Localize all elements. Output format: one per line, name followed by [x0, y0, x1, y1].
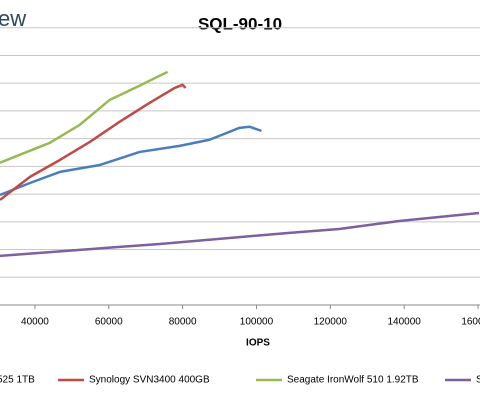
x-tick-label: 60000	[95, 317, 123, 328]
legend-label: 525 1TB	[0, 375, 35, 386]
logo: ew	[0, 6, 26, 31]
series-line	[0, 211, 480, 258]
x-axis-label: IOPS	[246, 338, 270, 349]
legend-label: Seagate IronWolf 510 1.92TB	[287, 375, 419, 386]
x-tick-label: 120000	[314, 317, 348, 328]
chart-title: SQL-90-10	[198, 14, 282, 33]
x-tick-label: 160000	[461, 317, 480, 328]
legend-label: S	[476, 375, 480, 386]
x-tick-label: 100000	[240, 317, 274, 328]
series-line	[0, 70, 169, 164]
x-tick-label: 140000	[387, 317, 421, 328]
legend-label: Synology SVN3400 400GB	[89, 375, 210, 386]
x-tick-label: 40000	[21, 317, 49, 328]
series-line	[0, 83, 187, 201]
series-line	[0, 125, 262, 197]
x-tick-label: 80000	[169, 317, 197, 328]
